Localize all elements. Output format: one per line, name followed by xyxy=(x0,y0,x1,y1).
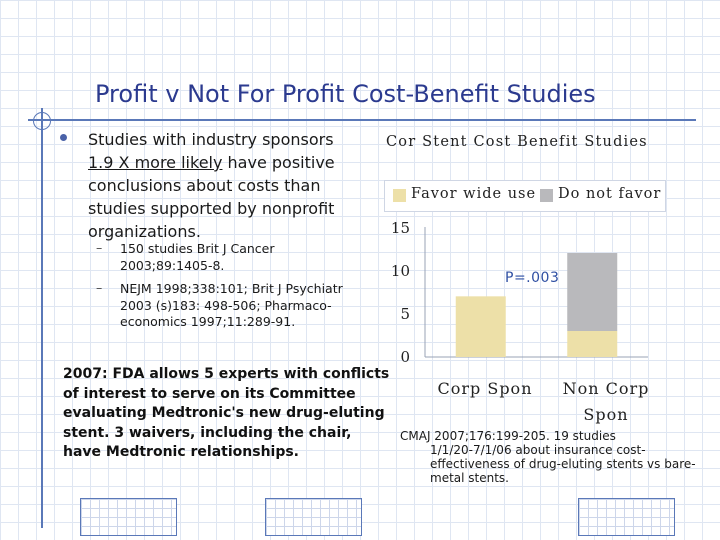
footer-deco-right xyxy=(578,498,675,536)
legend-swatch-favor xyxy=(393,189,406,202)
citation-line-2: 1/1/20-7/1/06 about insurance cost-effec… xyxy=(430,443,696,485)
fda-note: 2007: FDA allows 5 experts with conflict… xyxy=(63,366,390,460)
y-tick-10: 10 xyxy=(390,262,410,280)
p-value-annotation: P=.003 xyxy=(505,270,560,286)
main-bullet: Studies with industry sponsors 1.9 X mor… xyxy=(88,130,335,241)
decorative-circle-icon xyxy=(33,112,51,130)
bar-not-favor-non-corp-spon xyxy=(567,253,618,331)
x-label-non-corp-spon: Non Corp Spon xyxy=(562,379,650,424)
footer-deco-mid xyxy=(265,498,362,536)
bar-favor-corp-spon xyxy=(455,296,506,357)
bullet-dot-icon xyxy=(60,134,67,141)
y-tick-5: 5 xyxy=(400,305,410,323)
legend-label-favor: Favor wide use xyxy=(411,186,537,202)
chart-legend: Favor wide use Do not favor xyxy=(384,180,666,212)
x-label-corp-spon: Corp Spon xyxy=(437,379,533,398)
citation: CMAJ 2007;176:199-205. 19 studies 1/1/20… xyxy=(400,429,700,485)
sub-bullet-2: NEJM 1998;338:101; Brit J Psychiatr 2003… xyxy=(120,281,343,329)
y-tick-0: 0 xyxy=(400,348,410,366)
header-rule xyxy=(28,119,696,121)
legend-label-not-favor: Do not favor xyxy=(558,186,662,202)
bar-favor-non-corp-spon xyxy=(567,331,618,357)
left-rule xyxy=(41,108,43,528)
y-tick-15: 15 xyxy=(390,219,410,237)
sub-bullet-dash-icon: – xyxy=(96,280,103,295)
legend-swatch-not-favor xyxy=(540,189,553,202)
footer-deco-left xyxy=(80,498,177,536)
citation-line-1: CMAJ 2007;176:199-205. 19 studies xyxy=(400,429,616,443)
slide-title: Profit v Not For Profit Cost-Benefit Stu… xyxy=(95,80,596,108)
underlined-phrase: 1.9 X more likely xyxy=(88,153,223,172)
chart-title: Cor Stent Cost Benefit Studies xyxy=(386,134,648,150)
sub-bullet-dash-icon: – xyxy=(96,240,103,255)
sub-bullet-1: 150 studies Brit J Cancer 2003;89:1405-8… xyxy=(120,241,275,273)
